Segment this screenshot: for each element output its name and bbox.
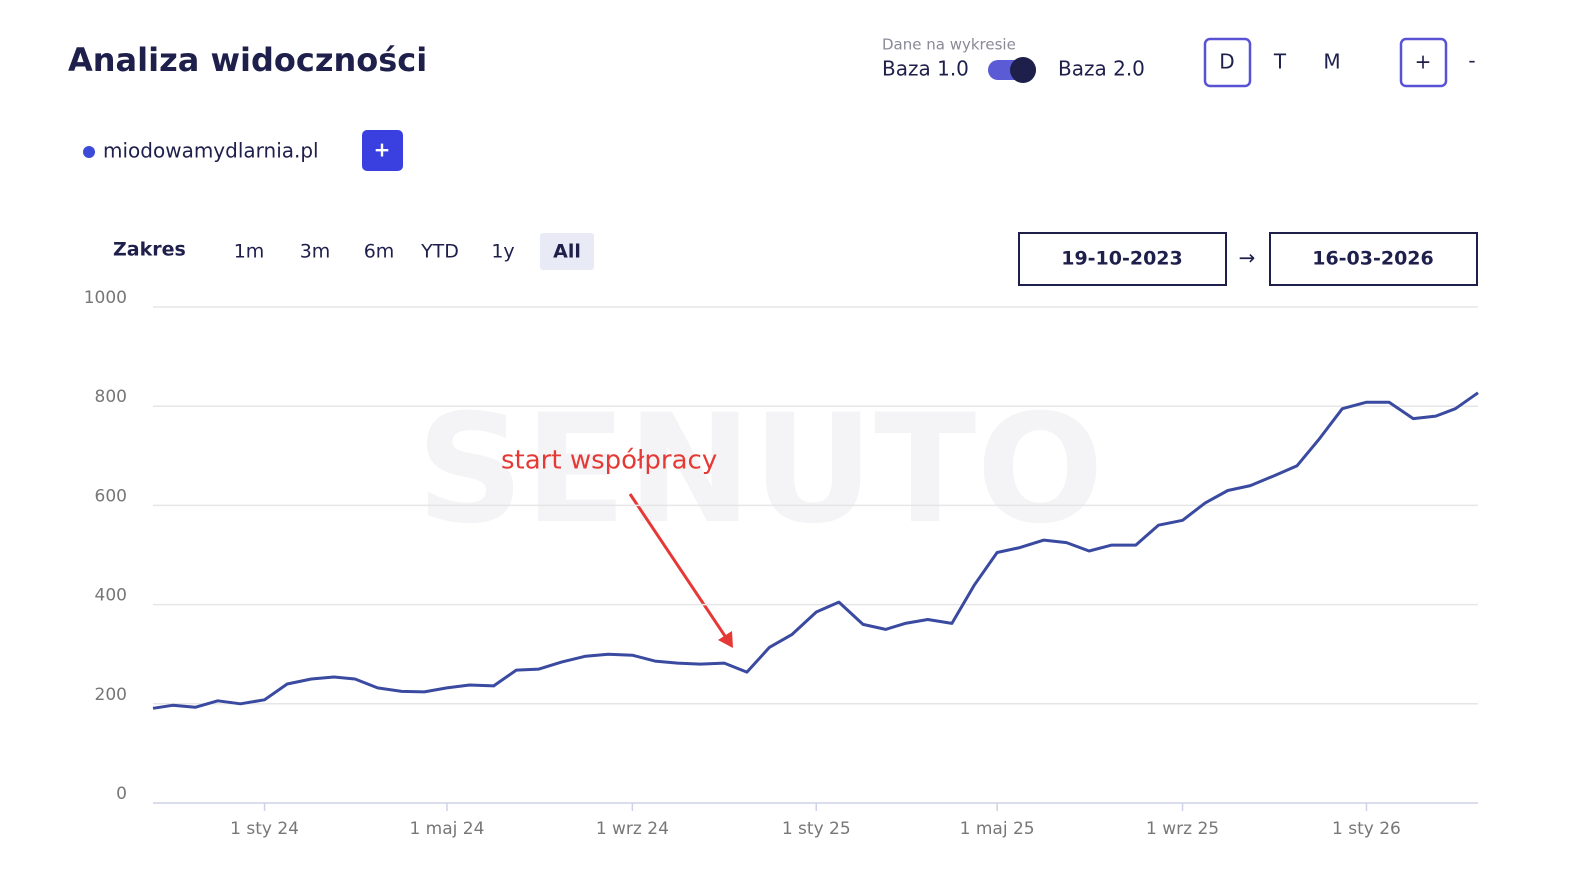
date-to-box[interactable]	[1269, 232, 1478, 286]
legend-label: miodowamydlarnia.pl	[103, 139, 319, 163]
zoom-out[interactable]: -	[1468, 49, 1475, 73]
watermark: SENUTO	[416, 383, 1104, 557]
y-tick-label: 800	[95, 387, 127, 407]
title: Analiza widoczności	[68, 41, 427, 79]
date-separator: →	[1239, 246, 1256, 270]
base-toggle[interactable]	[988, 57, 1036, 83]
range-active[interactable]	[540, 233, 594, 270]
x-tick-label: 1 maj 25	[960, 819, 1035, 839]
zoom-in-button[interactable]	[1399, 37, 1448, 88]
x-tick-label: 1 sty 25	[782, 819, 851, 839]
range-option[interactable]: All	[553, 241, 581, 263]
range-option[interactable]: 6m	[364, 241, 395, 263]
granularity-option[interactable]: D	[1219, 50, 1234, 74]
date-from-box[interactable]	[1018, 232, 1227, 286]
y-tick-label: 0	[116, 784, 127, 804]
granularity-button[interactable]	[1203, 37, 1252, 88]
toggle-knob[interactable]	[1010, 57, 1036, 83]
granularity-option[interactable]: T	[1273, 50, 1287, 74]
y-tick-label: 400	[95, 586, 127, 606]
base-right: Baza 2.0	[1058, 57, 1145, 81]
range-option[interactable]: 1y	[491, 241, 514, 263]
range-option[interactable]: 3m	[300, 241, 331, 263]
annotation: start współpracy	[501, 446, 717, 476]
add-domain-button[interactable]	[362, 130, 403, 171]
y-tick-label: 600	[95, 486, 127, 506]
add-domain[interactable]: +	[374, 138, 391, 162]
x-tick-label: 1 maj 24	[409, 819, 484, 839]
y-tick-label: 200	[95, 685, 127, 705]
series-line	[152, 391, 1479, 710]
x-tick-label: 1 wrz 24	[596, 819, 669, 839]
y-tick-label: 1000	[84, 288, 127, 308]
data-source-label: Dane na wykresie	[882, 36, 1016, 54]
base-left: Baza 1.0	[882, 57, 969, 81]
legend-dot	[83, 146, 95, 158]
x-tick-label: 1 sty 26	[1332, 819, 1401, 839]
range-option[interactable]: 1m	[234, 241, 265, 263]
date-to[interactable]: 16-03-2026	[1312, 248, 1434, 270]
x-tick-label: 1 wrz 25	[1146, 819, 1219, 839]
range-label: Zakres	[113, 239, 186, 261]
zoom-in[interactable]: +	[1415, 50, 1432, 74]
annotation-arrow	[628, 493, 731, 643]
annotation-arrowhead	[718, 631, 733, 648]
range-option[interactable]: YTD	[420, 241, 459, 263]
x-tick-label: 1 sty 24	[230, 819, 299, 839]
granularity-option[interactable]: M	[1323, 50, 1340, 74]
date-from[interactable]: 19-10-2023	[1061, 248, 1183, 270]
